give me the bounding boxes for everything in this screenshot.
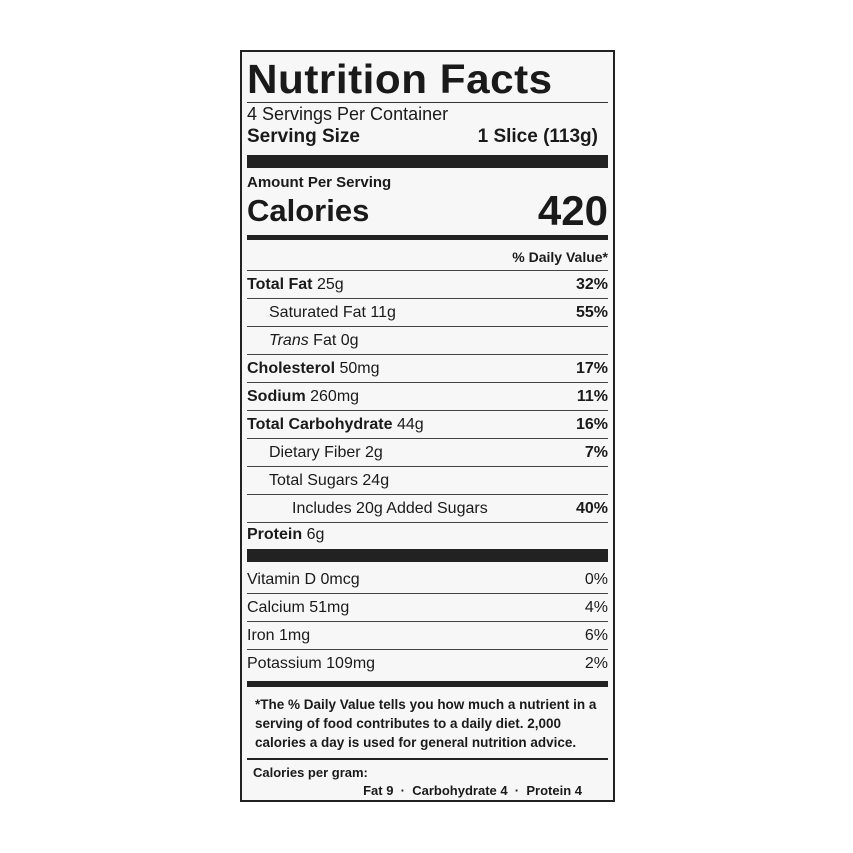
- label-title: Nutrition Facts: [247, 56, 553, 102]
- nutrient-row: Trans Fat 0g: [247, 326, 608, 354]
- calories-per-gram: Calories per gram: Fat 9 · Carbohydrate …: [247, 758, 608, 804]
- serving-size-label: Serving Size: [247, 126, 360, 147]
- daily-value-header: % Daily Value*: [512, 249, 608, 265]
- medium-divider: [247, 681, 608, 687]
- calories-per-gram-values: Fat 9 · Carbohydrate 4 · Protein 4: [363, 783, 582, 798]
- calories-per-gram-label: Calories per gram:: [253, 765, 368, 780]
- divider: [247, 102, 608, 103]
- thick-divider: [247, 549, 608, 562]
- nutrient-row: Protein 6g: [247, 522, 608, 547]
- nutrient-row: Sodium 260mg 11%: [247, 382, 608, 410]
- vitamin-row: Iron 1mg 6%: [247, 621, 608, 649]
- footnote: *The % Daily Value tells you how much a …: [255, 697, 597, 750]
- vitamin-row: Vitamin D 0mcg 0%: [247, 570, 608, 588]
- calories-label: Calories: [247, 193, 370, 228]
- calories-row: Calories 420: [247, 187, 608, 234]
- servings-per-container: 4 Servings Per Container: [247, 104, 449, 124]
- vitamin-row: Potassium 109mg 2%: [247, 649, 608, 677]
- serving-size-value: 1 Slice (113g): [477, 126, 598, 147]
- amount-per-serving: Amount Per Serving: [247, 174, 392, 191]
- serving-size: Serving Size 1 Slice (113g): [247, 125, 608, 149]
- nutrition-facts-label: Nutrition Facts 4 Servings Per Container…: [240, 50, 615, 802]
- nutrient-row: Total Sugars 24g: [247, 466, 608, 494]
- thick-divider: [247, 155, 608, 168]
- nutrient-row: Total Carbohydrate 44g 16%: [247, 410, 608, 438]
- vitamin-row: Calcium 51mg 4%: [247, 593, 608, 621]
- nutrient-row: Saturated Fat 11g 55%: [247, 298, 608, 326]
- nutrient-row: Includes 20g Added Sugars 40%: [247, 494, 608, 522]
- nutrient-row: Dietary Fiber 2g 7%: [247, 438, 608, 466]
- nutrient-row: Total Fat 25g 32%: [247, 270, 608, 298]
- nutrient-row: Cholesterol 50mg 17%: [247, 354, 608, 382]
- medium-divider: [247, 235, 608, 240]
- calories-value: 420: [537, 187, 608, 234]
